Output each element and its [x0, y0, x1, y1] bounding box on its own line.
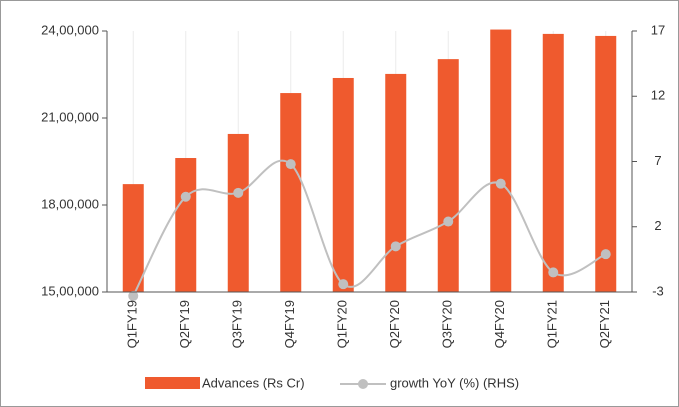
bar — [280, 93, 302, 292]
y-tick-label: 15,00,000 — [41, 283, 99, 298]
line-point — [285, 159, 296, 170]
bar — [542, 33, 564, 293]
line-point — [128, 290, 139, 301]
legend-label: Advances (Rs Cr) — [202, 375, 305, 390]
line-point — [443, 216, 454, 227]
line-point — [180, 191, 191, 202]
line-point — [233, 187, 244, 198]
line-point — [390, 241, 401, 252]
line-point — [548, 267, 559, 278]
bar — [385, 73, 407, 292]
y2-tick-label: 17 — [651, 22, 665, 37]
x-tick-label: Q1FY19 — [125, 300, 140, 348]
bar — [437, 59, 459, 292]
x-tick-label: Q3FY19 — [230, 300, 245, 348]
x-tick-label: Q4FY20 — [492, 300, 507, 348]
bar — [227, 133, 249, 292]
bar — [595, 35, 617, 293]
y2-tick-label: -3 — [652, 283, 664, 298]
x-tick-label: Q2FY20 — [387, 300, 402, 348]
legend-marker — [358, 379, 368, 389]
line-point — [495, 178, 506, 189]
y-tick-label: 18,00,000 — [41, 196, 99, 211]
legend-label: growth YoY (%) (RHS) — [390, 375, 519, 390]
x-tick-label: Q4FY19 — [282, 300, 297, 348]
x-tick-label: Q2FY21 — [597, 300, 612, 348]
y2-tick-label: 12 — [651, 88, 665, 103]
bar — [175, 158, 197, 292]
bar — [122, 184, 144, 292]
x-tick-label: Q1FY21 — [545, 300, 560, 348]
y-tick-label: 21,00,000 — [41, 109, 99, 124]
x-tick-label: Q2FY19 — [177, 300, 192, 348]
legend-swatch — [145, 377, 200, 389]
y2-tick-label: 7 — [654, 153, 661, 168]
y-tick-label: 24,00,000 — [41, 22, 99, 37]
line — [132, 159, 607, 297]
bar — [490, 29, 512, 293]
x-tick-label: Q1FY20 — [335, 300, 350, 348]
x-tick-label: Q3FY20 — [440, 300, 455, 348]
line-point — [600, 249, 611, 260]
line-point — [338, 279, 349, 290]
bar — [332, 77, 354, 292]
y2-tick-label: 2 — [654, 218, 661, 233]
